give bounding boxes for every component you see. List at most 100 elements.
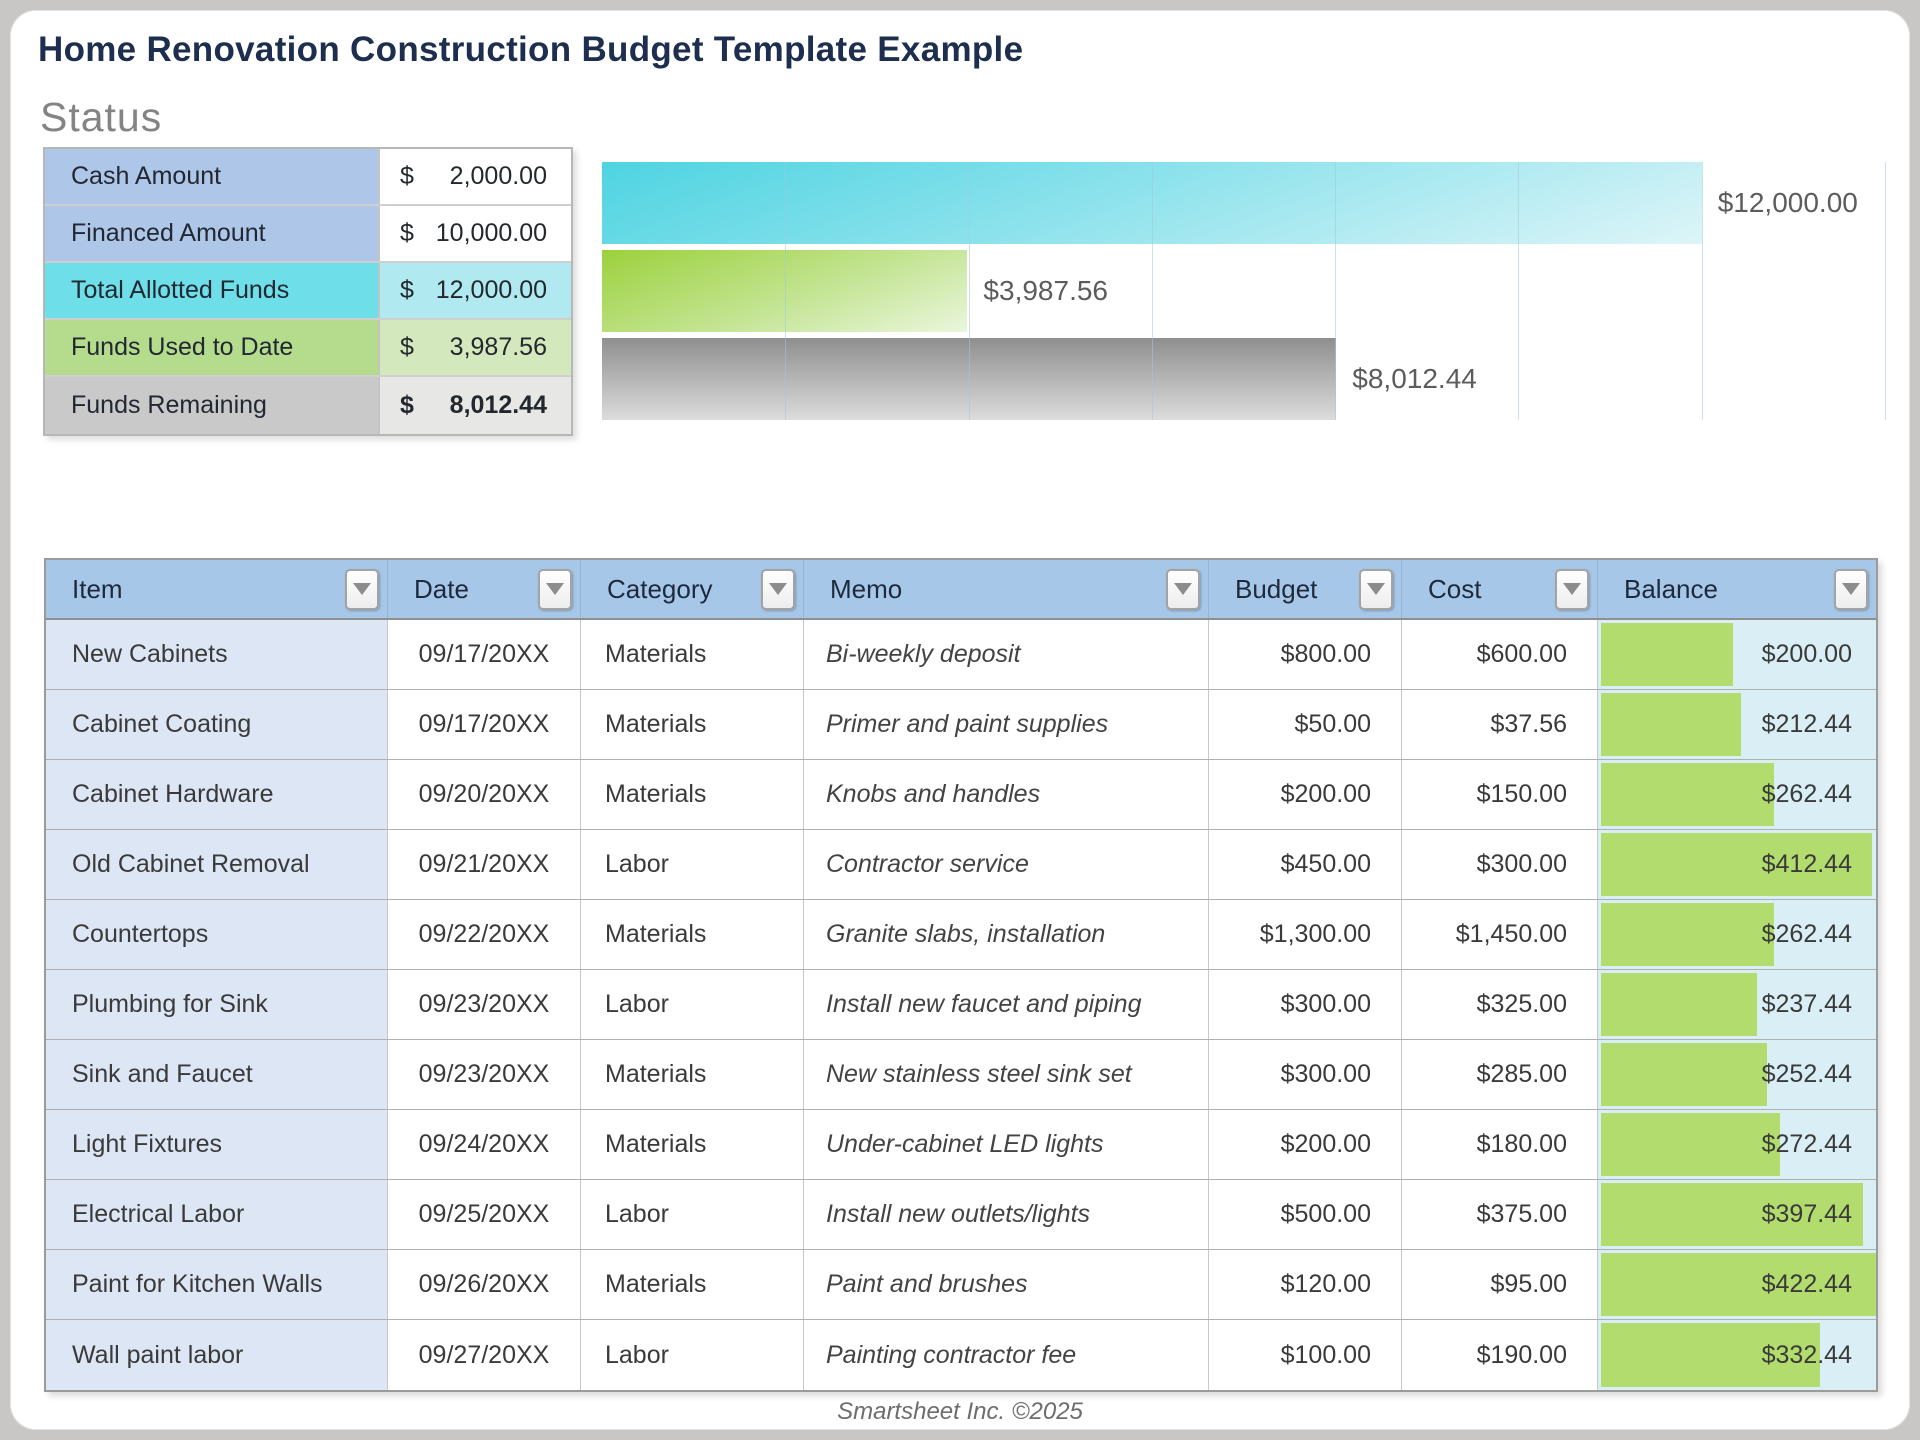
memo-cell: Under-cabinet LED lights bbox=[803, 1110, 1208, 1179]
item-cell: Paint for Kitchen Walls bbox=[46, 1250, 387, 1319]
budget-template-page: Home Renovation Construction Budget Temp… bbox=[10, 10, 1910, 1430]
cost-cell: $375.00 bbox=[1401, 1180, 1597, 1249]
table-row: New Cabinets 09/17/20XX Materials Bi-wee… bbox=[46, 620, 1876, 690]
filter-dropdown-button[interactable] bbox=[761, 568, 795, 610]
column-header-budget: Budget bbox=[1208, 560, 1401, 618]
currency-symbol: $ bbox=[400, 219, 414, 247]
chart-bar-label: $12,000.00 bbox=[1717, 187, 1858, 218]
balance-data-bar bbox=[1601, 763, 1774, 826]
filter-dropdown-button[interactable] bbox=[1359, 568, 1393, 610]
status-row-funds-remaining: Funds Remaining $ 8,012.44 bbox=[45, 377, 571, 434]
currency-symbol: $ bbox=[400, 333, 414, 361]
filter-arrow-icon bbox=[353, 583, 371, 595]
table-row: Electrical Labor 09/25/20XX Labor Instal… bbox=[46, 1180, 1876, 1250]
category-cell: Labor bbox=[580, 830, 803, 899]
balance-cell: $272.44 bbox=[1597, 1110, 1876, 1179]
memo-cell: Granite slabs, installation bbox=[803, 900, 1208, 969]
cost-cell: $95.00 bbox=[1401, 1250, 1597, 1319]
currency-symbol: $ bbox=[400, 391, 414, 419]
balance-data-bar bbox=[1601, 1253, 1876, 1316]
category-cell: Materials bbox=[580, 620, 803, 689]
balance-value: $332.44 bbox=[1761, 1340, 1852, 1369]
chart-bar-funds-used-to-date bbox=[602, 250, 968, 332]
status-row-label: Cash Amount bbox=[45, 149, 380, 204]
balance-data-bar bbox=[1601, 833, 1873, 896]
amount: 2,000.00 bbox=[449, 162, 547, 190]
balance-cell: $332.44 bbox=[1597, 1320, 1876, 1390]
balance-data-bar bbox=[1601, 973, 1758, 1036]
cost-cell: $1,450.00 bbox=[1401, 900, 1597, 969]
memo-cell: Contractor service bbox=[803, 830, 1208, 899]
column-header-label: Date bbox=[414, 573, 469, 604]
chart-bar-row-funds-used: $3,987.56 bbox=[602, 250, 1885, 332]
table-row: Wall paint labor 09/27/20XX Labor Painti… bbox=[46, 1320, 1876, 1390]
category-cell: Materials bbox=[580, 900, 803, 969]
budget-cell: $300.00 bbox=[1208, 1040, 1401, 1109]
status-row-value: $ 12,000.00 bbox=[380, 263, 571, 318]
amount: 12,000.00 bbox=[435, 276, 547, 304]
column-header-cost: Cost bbox=[1401, 560, 1597, 618]
column-header-item: Item bbox=[46, 560, 387, 618]
column-header-label: Item bbox=[72, 573, 123, 604]
date-cell: 09/23/20XX bbox=[387, 1040, 580, 1109]
table-row: Cabinet Coating 09/17/20XX Materials Pri… bbox=[46, 690, 1876, 760]
balance-data-bar bbox=[1601, 1323, 1820, 1387]
currency-symbol: $ bbox=[400, 276, 414, 304]
category-cell: Materials bbox=[580, 1250, 803, 1319]
filter-dropdown-button[interactable] bbox=[538, 568, 572, 610]
balance-cell: $200.00 bbox=[1597, 620, 1876, 689]
column-header-label: Budget bbox=[1235, 573, 1318, 604]
status-row-cash-amount: Cash Amount $ 2,000.00 bbox=[45, 149, 571, 206]
status-row-label: Financed Amount bbox=[45, 206, 380, 261]
item-cell: Cabinet Hardware bbox=[46, 760, 387, 829]
balance-cell: $422.44 bbox=[1597, 1250, 1876, 1319]
memo-cell: Knobs and handles bbox=[803, 760, 1208, 829]
cost-cell: $180.00 bbox=[1401, 1110, 1597, 1179]
budget-cell: $450.00 bbox=[1208, 830, 1401, 899]
status-row-value: $ 2,000.00 bbox=[380, 149, 571, 204]
date-cell: 09/23/20XX bbox=[387, 970, 580, 1039]
amount: 10,000.00 bbox=[435, 219, 547, 247]
date-cell: 09/27/20XX bbox=[387, 1320, 580, 1390]
memo-cell: Primer and paint supplies bbox=[803, 690, 1208, 759]
table-row: Paint for Kitchen Walls 09/26/20XX Mater… bbox=[46, 1250, 1876, 1320]
chart-gridline bbox=[785, 162, 787, 420]
balance-cell: $397.44 bbox=[1597, 1180, 1876, 1249]
balance-value: $212.44 bbox=[1761, 710, 1852, 738]
budget-cell: $200.00 bbox=[1208, 1110, 1401, 1179]
filter-arrow-icon bbox=[769, 583, 787, 595]
filter-arrow-icon bbox=[1842, 583, 1860, 595]
status-summary-table: Cash Amount $ 2,000.00 Financed Amount $… bbox=[43, 147, 573, 436]
date-cell: 09/21/20XX bbox=[387, 830, 580, 899]
chart-gridline bbox=[1518, 162, 1520, 420]
amount: 8,012.44 bbox=[449, 391, 547, 419]
category-cell: Materials bbox=[580, 1040, 803, 1109]
column-header-label: Cost bbox=[1428, 573, 1482, 604]
category-cell: Materials bbox=[580, 1110, 803, 1179]
filter-dropdown-button[interactable] bbox=[1166, 568, 1200, 610]
status-row-value: $ 8,012.44 bbox=[380, 377, 571, 434]
column-header-memo: Memo bbox=[803, 560, 1208, 618]
item-cell: Old Cabinet Removal bbox=[46, 830, 387, 899]
status-row-label: Funds Used to Date bbox=[45, 320, 380, 375]
chart-gridline bbox=[1885, 162, 1886, 420]
balance-data-bar bbox=[1601, 693, 1741, 756]
date-cell: 09/25/20XX bbox=[387, 1180, 580, 1249]
column-header-label: Balance bbox=[1624, 573, 1718, 604]
item-cell: New Cabinets bbox=[46, 620, 387, 689]
chart-bar-row-total-allotted: $12,000.00 bbox=[602, 162, 1885, 244]
filter-dropdown-button[interactable] bbox=[1555, 568, 1589, 610]
item-cell: Countertops bbox=[46, 900, 387, 969]
amount: 3,987.56 bbox=[449, 333, 547, 361]
chart-bar-row-funds-remaining: $8,012.44 bbox=[602, 338, 1885, 420]
budget-cell: $300.00 bbox=[1208, 970, 1401, 1039]
table-row: Plumbing for Sink 09/23/20XX Labor Insta… bbox=[46, 970, 1876, 1040]
filter-dropdown-button[interactable] bbox=[345, 568, 379, 610]
cost-cell: $600.00 bbox=[1401, 620, 1597, 689]
date-cell: 09/26/20XX bbox=[387, 1250, 580, 1319]
category-cell: Labor bbox=[580, 970, 803, 1039]
page-title: Home Renovation Construction Budget Temp… bbox=[38, 30, 1024, 69]
budget-table-header: Item Date Category Memo Budget Cost bbox=[46, 560, 1876, 620]
balance-cell: $262.44 bbox=[1597, 900, 1876, 969]
filter-dropdown-button[interactable] bbox=[1834, 568, 1868, 610]
